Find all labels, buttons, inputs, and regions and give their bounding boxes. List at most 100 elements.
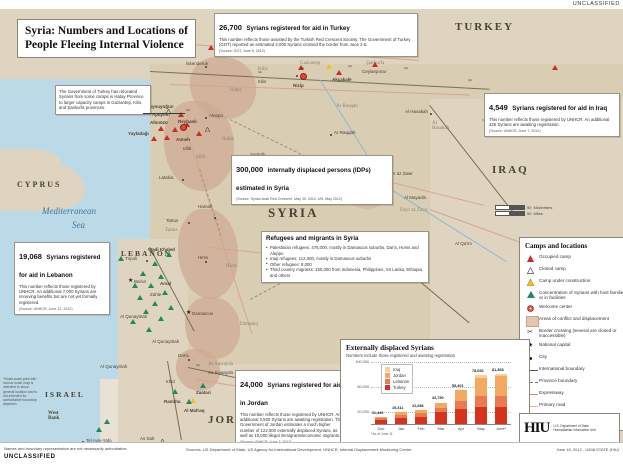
- callout-turkey-aid: 26,700 Syrians registered for aid in Tur…: [214, 13, 418, 57]
- legend-label: Concentration of Syrians with host famil…: [539, 290, 623, 301]
- legend-title: Camps and locations: [525, 242, 623, 250]
- closed-camp-marker[interactable]: [205, 127, 210, 132]
- chart-bar[interactable]: [455, 390, 467, 424]
- city-label-daraa: Dar'a: [178, 353, 189, 358]
- chart-x-axis: [371, 424, 511, 425]
- camp-label-zaatari: Zaatari: [196, 390, 211, 395]
- country-label-iraq: IRAQ: [492, 164, 529, 176]
- callout-jordan-aid-body: This number reflects those registered by…: [240, 412, 346, 439]
- country-label-syria: SYRIA: [268, 205, 318, 221]
- country-label-turkey: TURKEY: [455, 21, 514, 33]
- callout-turkey-aid-figure: 26,700: [219, 23, 242, 32]
- occupied-camp-marker[interactable]: [372, 62, 378, 67]
- legend-row-border-crossing: ✂ Border crossing (several are closed or…: [525, 328, 623, 339]
- city-label-idlib-city: Idlib: [183, 146, 191, 151]
- map-title-line1: Syria: Numbers and Locations of: [25, 24, 188, 38]
- province-label-tartus: Tartus: [165, 228, 177, 233]
- chart-bar-segment-jordan: [495, 376, 507, 395]
- chart-value-label: 55,401: [452, 384, 464, 388]
- scale-mi-value: 50: [527, 211, 531, 216]
- border-crossing-icon[interactable]: ✂: [404, 67, 408, 72]
- chart-bar[interactable]: [495, 374, 507, 424]
- welcome-center-icon: [525, 304, 539, 313]
- city-label-almayadin: Al Mayadin: [404, 195, 426, 200]
- city-label-hims: Hims: [198, 255, 208, 260]
- chart-value-label: 81,368: [492, 368, 504, 372]
- border-crossing-icon[interactable]: ✂: [196, 364, 200, 369]
- scale-bar-km: 50 Kilometers: [495, 205, 552, 210]
- legend-row-occupied-camp: Occupied camp: [525, 254, 623, 263]
- occupied-camp-marker[interactable]: [158, 126, 164, 131]
- chart-legend-item[interactable]: Turkey: [385, 385, 409, 390]
- chart-value-label: 34,750: [432, 396, 444, 400]
- border-crossing-icon[interactable]: ✂: [258, 71, 262, 76]
- chart-y-tick-label: 60,000: [343, 385, 369, 389]
- callout-lebanon-aid-body: This number reflects those registered by…: [19, 284, 105, 306]
- chart-bar[interactable]: [415, 410, 427, 424]
- city-label-tripoli: Tripoli: [125, 256, 137, 261]
- border-crossing-icon[interactable]: ✂: [300, 67, 304, 72]
- occupied-camp-marker[interactable]: [164, 135, 170, 140]
- chart-bar-segment-turkey: [415, 417, 427, 424]
- callout-idp: 300,000 internally displaced persons (ID…: [231, 155, 393, 205]
- welcome-center-marker[interactable]: [180, 124, 187, 131]
- chart-legend-label: Iraq: [393, 367, 400, 372]
- camp-label-dumayr: Al Qunaytirah: [100, 364, 127, 369]
- chart-x-tick-label: Apr: [452, 426, 470, 431]
- host-family-concentration-marker[interactable]: [104, 419, 110, 424]
- map-canvas[interactable]: TURKEY SYRIA IRAQ CYPRUS LEBANON ISRAEL …: [0, 9, 623, 442]
- chart-legend-item[interactable]: Jordan: [385, 373, 409, 378]
- occupied-camp-marker[interactable]: [196, 131, 202, 136]
- callout-lebanon-aid: 19,068 Syrians registered for aid in Leb…: [14, 242, 110, 315]
- classification-bar-top: UNCLASSIFIED: [0, 0, 623, 9]
- callout-iraq-aid-figure: 4,549: [489, 103, 508, 112]
- chart-subtitle: Numbers include those registered and awa…: [346, 353, 524, 358]
- city-label-assuwayda-city: As Suwayda: [208, 370, 233, 375]
- occupied-camp-marker[interactable]: [172, 127, 178, 132]
- chart-legend-swatch: [385, 373, 390, 378]
- chart-x-tick-label: May: [472, 426, 490, 431]
- chart-value-label: 11,449: [372, 411, 383, 415]
- chart-bar[interactable]: [435, 403, 447, 425]
- chart-legend-swatch: [385, 379, 390, 384]
- city-label-tartus: Tartus: [166, 218, 178, 223]
- occupied-camp-marker[interactable]: [336, 70, 342, 75]
- chart-bar[interactable]: [475, 375, 487, 424]
- legend-label: Province boundary: [539, 378, 577, 383]
- camp-label-altinozu: Altınözü: [150, 120, 168, 125]
- camp-under-construction-marker[interactable]: [326, 64, 332, 69]
- province-label-arraqqah: Ar Raqqah: [336, 104, 358, 109]
- legend-row-national-capital: ★ National capital: [525, 342, 623, 351]
- camp-label-ramtha: Ramtha: [164, 399, 181, 404]
- chart-legend-item[interactable]: Iraq: [385, 367, 409, 372]
- legend-label: Occupied camp: [539, 254, 571, 259]
- legend-label: Camp under construction: [539, 278, 590, 283]
- city-label-hamah: Hamah: [198, 204, 213, 209]
- chart-bar[interactable]: [375, 417, 387, 424]
- occupied-camp-marker[interactable]: [552, 65, 558, 70]
- border-crossing-icon[interactable]: ✂: [348, 65, 352, 70]
- camp-label-atmeh: Atmeh: [176, 137, 190, 142]
- hiu-logo: HIU U.S. Department of State Humanitaria…: [519, 413, 620, 442]
- occupied-camp-marker[interactable]: [151, 136, 157, 141]
- welcome-center-marker[interactable]: [300, 73, 307, 80]
- border-crossing-icon[interactable]: ✂: [186, 109, 190, 114]
- chart-legend-item[interactable]: Lebanon: [385, 379, 409, 384]
- chart-bar-segment-jordan: [455, 390, 467, 401]
- legend-label: Welcome center: [539, 304, 572, 309]
- callout-refugees-list: Palestinian refugees: 475,000, mostly in…: [266, 245, 424, 279]
- list-item: Palestinian refugees: 475,000, mostly in…: [266, 245, 424, 256]
- city-dot-iskenderun: [205, 66, 207, 68]
- city-dot-tartus: [188, 222, 190, 224]
- chart-x-tick-label: Feb: [412, 426, 430, 431]
- chart-bar[interactable]: [395, 412, 407, 424]
- border-crossing-icon[interactable]: ✂: [468, 79, 472, 84]
- camp-label-arsal: Arsal: [160, 281, 171, 286]
- city-label-beirut: Beirut: [134, 279, 146, 284]
- legend-row-closed-camp: Closed camp: [525, 266, 623, 275]
- legend-row-camp-under-construction: Camp under construction: [525, 278, 623, 287]
- legend-label: Expressway: [539, 390, 564, 395]
- cyprus-land-2: [0, 149, 62, 179]
- chart-bar-segment-turkey: [475, 407, 487, 424]
